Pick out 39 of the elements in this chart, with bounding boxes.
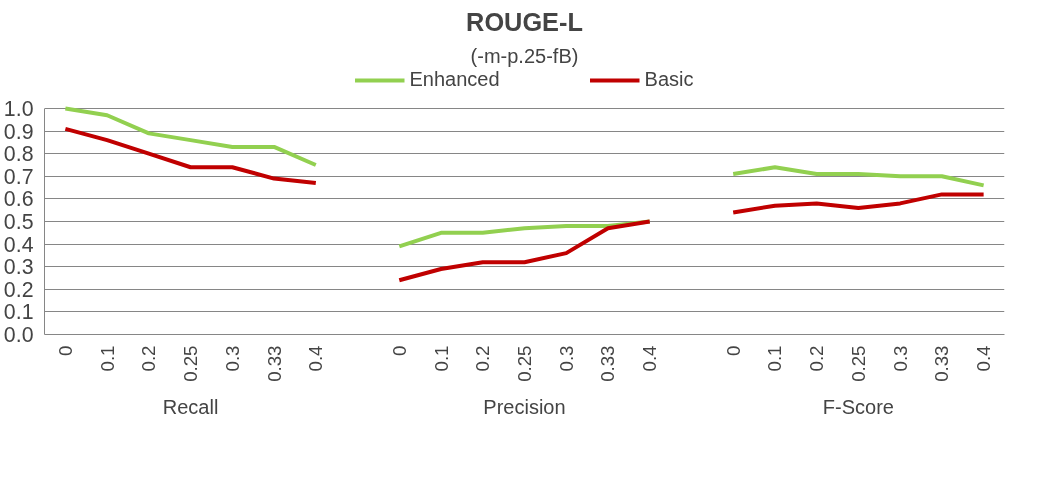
x-tick-label: 0.3 — [555, 345, 577, 372]
x-tick-label: 0.3 — [221, 345, 243, 372]
y-tick-label: 0.1 — [3, 300, 34, 325]
x-tick-label: 0.2 — [472, 345, 494, 372]
chart-subtitle: (-m-p.25-fB) — [470, 44, 579, 67]
y-tick-label: 0.2 — [3, 277, 34, 302]
text: Recall — [162, 395, 219, 418]
x-tick-label: 0.4 — [639, 345, 661, 372]
x-tick-label: 0.4 — [973, 345, 995, 372]
y-tick-label: 0.4 — [3, 232, 34, 257]
x-tick-label: 0.4 — [305, 345, 327, 372]
x-tick-label: 0.1 — [96, 345, 118, 372]
x-tick-label: 0 — [388, 345, 410, 356]
y-tick-label: 0.6 — [3, 187, 34, 212]
y-tick-label: 0.5 — [3, 210, 34, 234]
y-tick-label: 0.3 — [3, 255, 34, 280]
x-tick-label: 0.33 — [931, 345, 953, 382]
x-tick-label: 0.25 — [847, 345, 869, 382]
chart-title: ROUGE-L — [466, 7, 583, 36]
x-tick-label: 0.25 — [180, 345, 202, 382]
x-tick-label: 0.33 — [597, 345, 619, 382]
legend-label: Enhanced — [409, 68, 500, 91]
x-tick-label: 0.33 — [263, 345, 285, 382]
x-tick-label: 0.1 — [764, 345, 786, 372]
legend-label: Basic — [644, 68, 694, 91]
x-tick-label: 0.2 — [138, 345, 160, 372]
text: Precision — [483, 395, 566, 418]
y-tick-label: 0.0 — [3, 323, 34, 347]
y-tick-label: 0.7 — [3, 164, 34, 189]
text: F-Score — [822, 395, 894, 418]
x-tick-label: 0.3 — [889, 345, 911, 372]
x-tick-label: 0 — [54, 345, 76, 356]
x-tick-label: 0.25 — [514, 345, 535, 382]
y-tick-label: 0.8 — [3, 142, 34, 167]
x-tick-label: 0 — [722, 345, 744, 356]
x-tick-label: 0.1 — [430, 345, 452, 372]
y-tick-label: 0.9 — [3, 119, 34, 144]
x-tick-label: 0.2 — [806, 345, 828, 372]
y-tick-label: 1.0 — [3, 97, 34, 121]
